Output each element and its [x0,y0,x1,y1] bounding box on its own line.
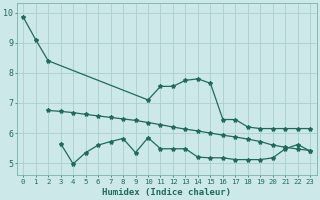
X-axis label: Humidex (Indice chaleur): Humidex (Indice chaleur) [102,188,231,197]
